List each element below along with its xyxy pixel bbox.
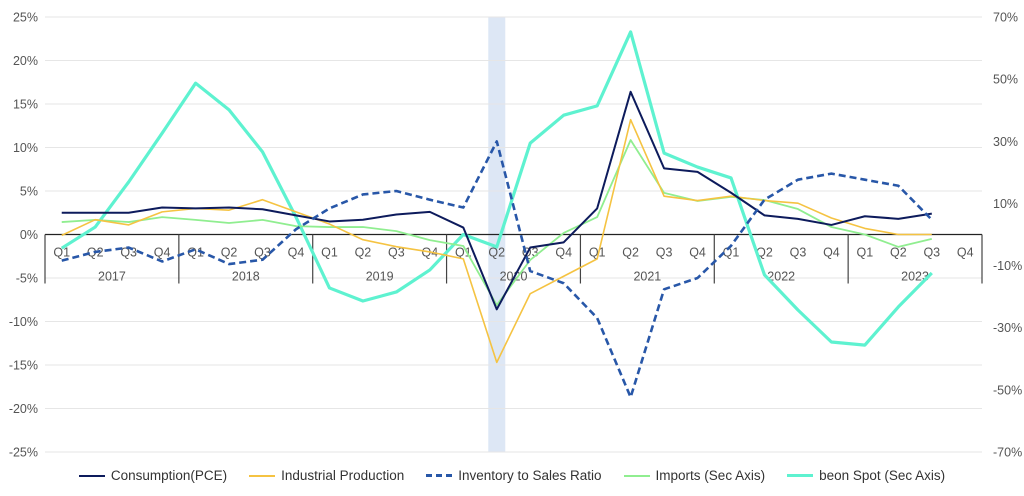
legend-label: Inventory to Sales Ratio [458,468,602,483]
right-tick-label: -10% [993,259,1022,273]
legend-item: Consumption(PCE) [78,468,228,483]
quarter-label: Q2 [890,246,907,260]
legend-item: beon Spot (Sec Axis) [787,468,945,483]
quarter-label: Q3 [254,246,271,260]
quarter-label: Q3 [790,246,807,260]
quarter-label: Q4 [689,246,706,260]
quarter-label: Q2 [756,246,773,260]
left-tick-label: -5% [16,272,38,286]
left-tick-label: 15% [13,98,38,112]
left-tick-label: 25% [13,11,38,25]
series-line-imports-sec-axis- [61,139,933,306]
year-label: 2022 [767,270,795,284]
year-label: 2021 [633,270,661,284]
year-label: 2018 [232,270,260,284]
combo-line-chart: 25% 20% 15% 10% 5% 0% -5% -10% -15% -20% -25% 70% 50… [9,11,1022,460]
legend-item: Industrial Production [249,468,404,483]
quarter-label: Q1 [589,246,606,260]
quarter-label: Q2 [488,246,505,260]
quarter-label: Q1 [455,246,472,260]
quarter-label: Q2 [355,246,372,260]
legend-label: Industrial Production [281,468,405,483]
quarter-label: Q1 [187,246,204,260]
left-tick-label: 0% [20,228,38,242]
quarter-label: Q4 [957,246,974,260]
legend: Consumption(PCE) Industrial Production Inv… [0,468,1024,483]
quarter-label: Q3 [388,246,405,260]
year-label: 2023 [901,270,929,284]
legend-swatch [623,474,650,477]
right-tick-label: 70% [993,11,1018,25]
legend-swatch [787,474,814,477]
quarter-label: Q4 [823,246,840,260]
legend-swatch [249,474,276,477]
right-tick-label: 30% [993,135,1018,149]
quarter-label: Q4 [555,246,572,260]
right-tick-label: -70% [993,446,1022,460]
quarter-label: Q1 [723,246,740,260]
quarter-label: Q2 [622,246,639,260]
quarter-label: Q1 [857,246,874,260]
series-line-beon-spot-sec-axis- [60,30,933,347]
quarter-label: Q2 [221,246,238,260]
right-tick-label: -50% [993,383,1022,397]
year-label: 2019 [366,270,394,284]
left-tick-label: -20% [9,402,38,416]
quarter-label: Q1 [321,246,338,260]
left-tick-label: 20% [13,54,38,68]
legend-label: Imports (Sec Axis) [655,468,766,483]
left-tick-label: 10% [13,141,38,155]
quarter-label: Q3 [923,246,940,260]
left-tick-label: -10% [9,315,38,329]
legend-swatch [78,474,105,477]
left-tick-label: 5% [20,185,38,199]
quarter-label: Q1 [53,246,70,260]
quarter-label: Q4 [288,246,305,260]
legend-swatch [426,474,453,477]
series-line-consumption-pce- [61,90,932,311]
left-tick-label: -25% [9,446,38,460]
legend-item: Imports (Sec Axis) [623,468,766,483]
right-tick-label: 10% [993,197,1018,211]
right-tick-label: 50% [993,73,1018,87]
year-label: 2017 [98,270,126,284]
legend-label: Consumption(PCE) [110,468,228,483]
quarter-label: Q4 [154,246,171,260]
right-tick-label: -30% [993,321,1022,335]
legend-item: Inventory to Sales Ratio [426,468,602,483]
series-line-inventory-to-sales-ratio [61,140,933,399]
left-tick-label: -15% [9,359,38,373]
legend-label: beon Spot (Sec Axis) [819,468,946,483]
quarter-label: Q3 [656,246,673,260]
